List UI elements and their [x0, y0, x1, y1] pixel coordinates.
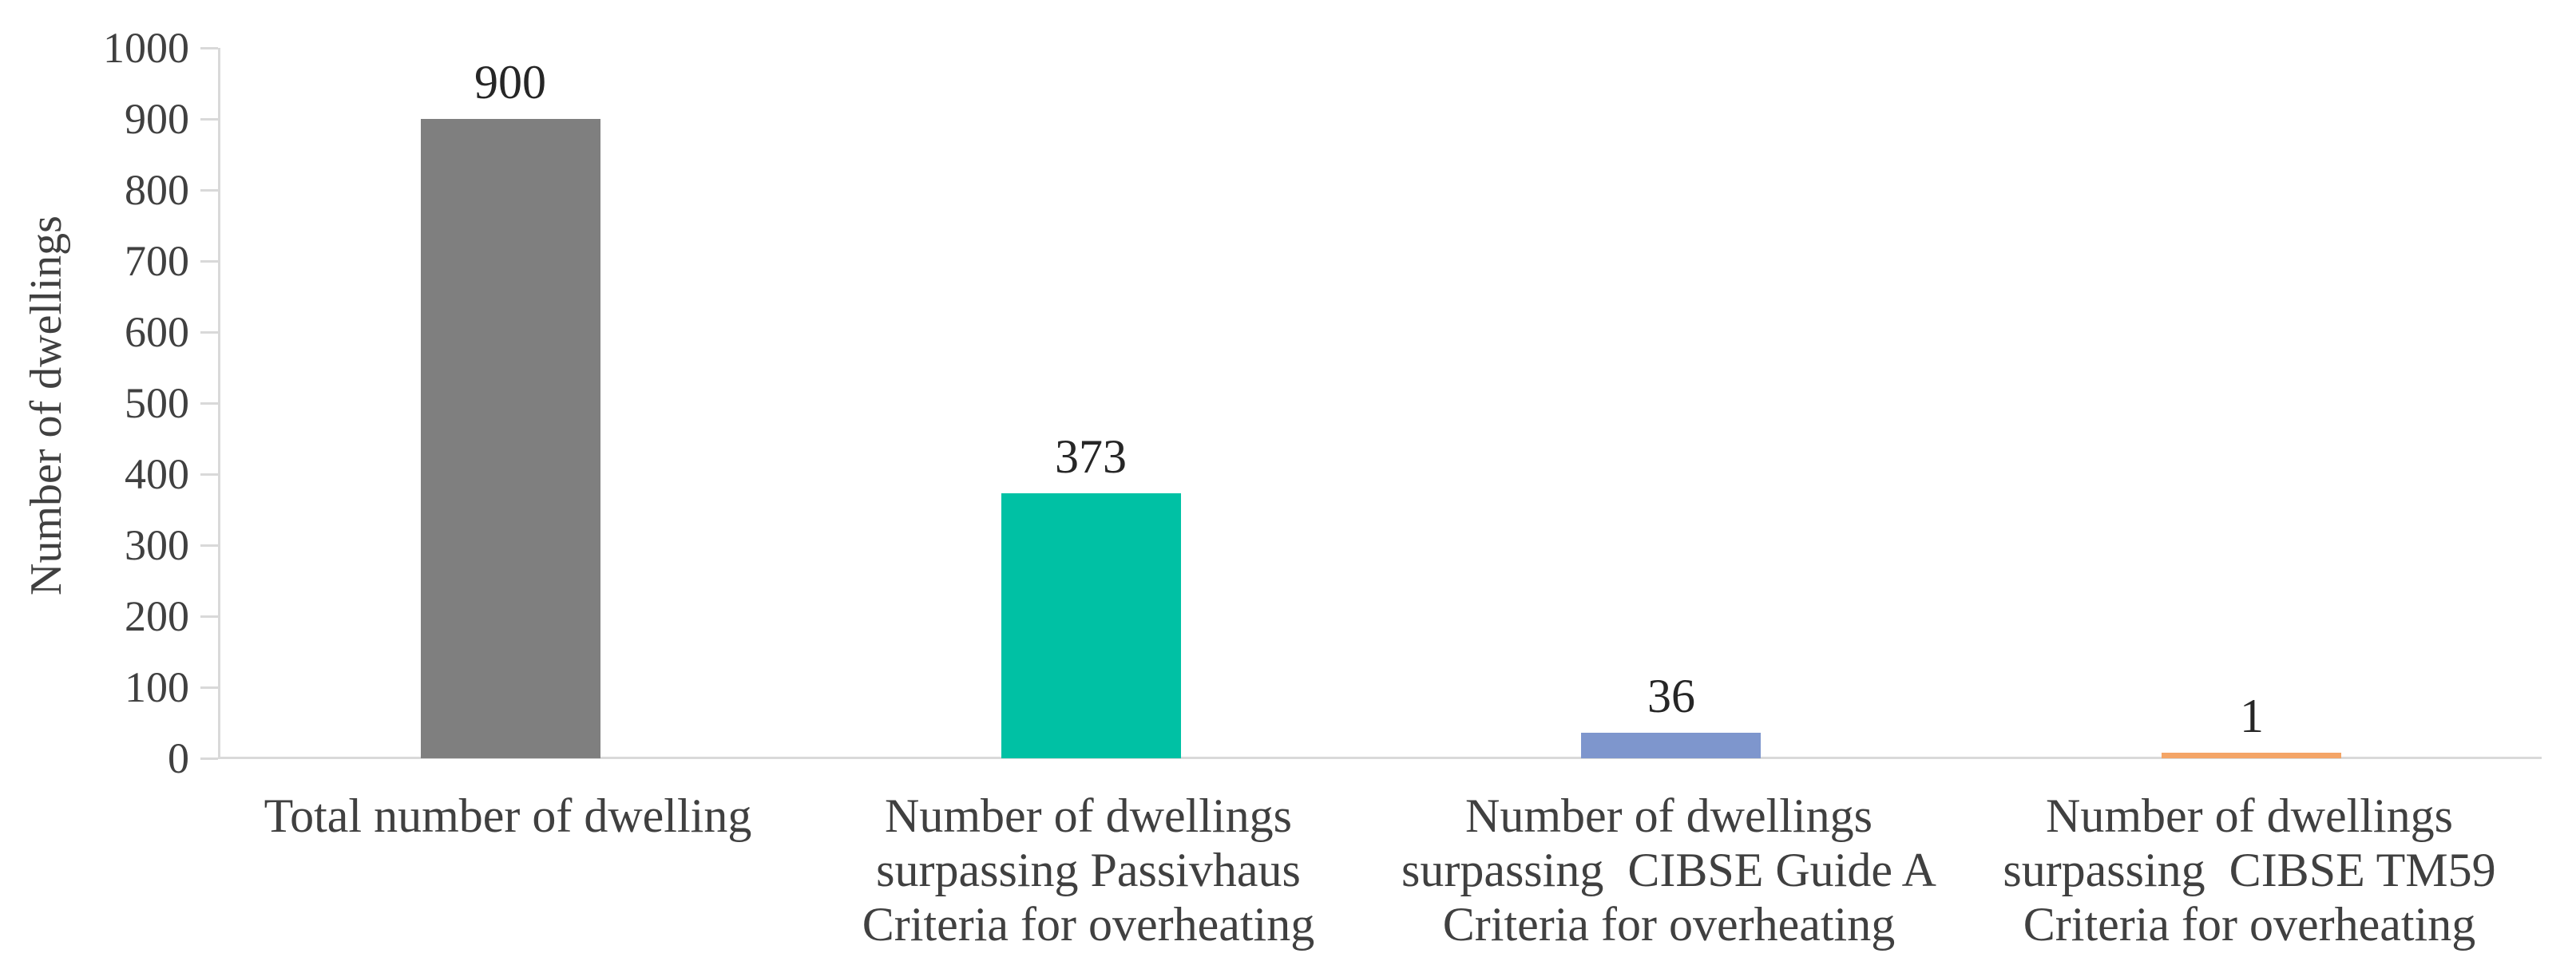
y-tick-label: 200: [125, 592, 189, 640]
y-tick-label: 800: [125, 166, 189, 214]
x-category-label-line: Total number of dwelling: [264, 789, 752, 842]
y-tick-label: 500: [125, 379, 189, 427]
y-tick-line: [200, 615, 218, 618]
bar-value-label: 900: [474, 56, 546, 109]
x-category-label: Total number of dwelling: [220, 789, 795, 843]
y-tick-line: [200, 331, 218, 334]
y-tick-label: 1000: [103, 24, 189, 72]
y-tick-line: [200, 118, 218, 121]
y-tick-line: [200, 260, 218, 263]
x-category-label: Number of dwellings surpassing CIBSE TM59…: [1962, 789, 2537, 951]
bar-value-label: 373: [1055, 430, 1127, 483]
bar-value-label: 36: [1647, 670, 1695, 722]
y-tick-line: [200, 544, 218, 547]
bar: [2162, 753, 2341, 758]
x-category-label: Number of dwellings surpassing Passivhaus…: [801, 789, 1376, 951]
x-axis-line: [218, 757, 2542, 759]
y-tick-label: 0: [168, 734, 189, 782]
y-tick-label: 100: [125, 663, 189, 711]
bar: [1581, 733, 1761, 758]
y-tick-label: 300: [125, 521, 189, 569]
x-category-label-line: Criteria for overheating: [1442, 898, 1896, 951]
plot-area: 900 373 36 1: [200, 47, 2542, 760]
x-category-label: Number of dwellings surpassing CIBSE Guid…: [1381, 789, 1956, 951]
y-tick-label: 900: [125, 95, 189, 143]
y-tick-label: 700: [125, 237, 189, 285]
x-category-label-line: Criteria for overheating: [862, 898, 1315, 951]
y-tick-line: [200, 47, 218, 49]
bar: [421, 119, 600, 758]
y-tick-line: [200, 189, 218, 192]
x-category-label-line: Number of dwellings: [885, 789, 1292, 842]
y-tick-line: [200, 402, 218, 405]
x-category-label-line: surpassing CIBSE Guide A: [1401, 844, 1937, 896]
bar: [1001, 493, 1181, 758]
bar-value-label: 1: [2240, 690, 2264, 742]
x-category-label-line: Criteria for overheating: [2023, 898, 2476, 951]
y-tick-label: 600: [125, 308, 189, 356]
x-category-label-line: surpassing Passivhaus: [876, 844, 1301, 896]
y-tick-label: 400: [125, 450, 189, 498]
y-tick-line: [200, 757, 218, 760]
y-tick-line: [200, 473, 218, 476]
y-tick-line: [200, 686, 218, 689]
x-category-label-line: surpassing CIBSE TM59: [2003, 844, 2496, 896]
x-category-label-line: Number of dwellings: [1465, 789, 1873, 842]
x-category-label-line: Number of dwellings: [2046, 789, 2453, 842]
